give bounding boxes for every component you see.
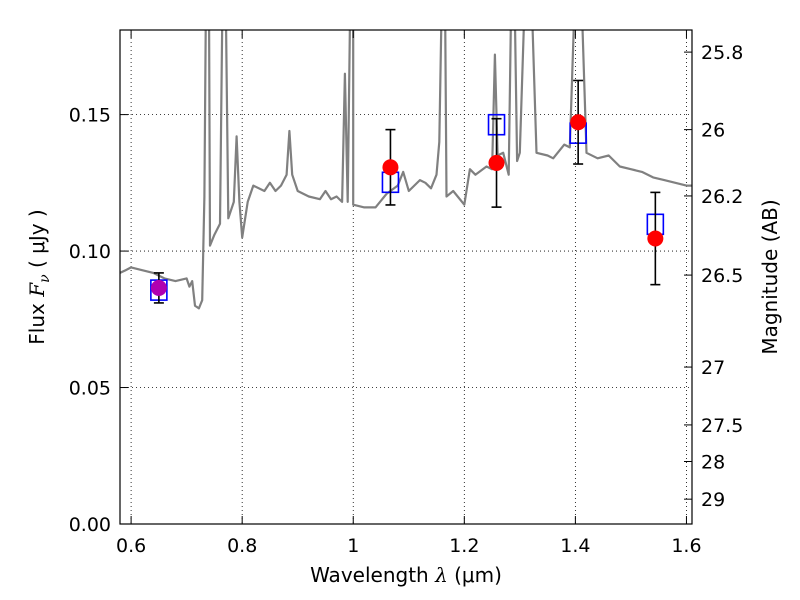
x-tick-label: 1.4 xyxy=(560,535,590,557)
y2-tick-label: 25.8 xyxy=(701,42,743,64)
y2-axis-title: Magnitude (AB) xyxy=(758,199,782,354)
observed-photometry-point xyxy=(382,159,399,176)
axis-ticks: 0.6 0.8 1 1.2 1.4 1.6 0.00 0.05 0.10 0.15 25.8 26 26… xyxy=(69,30,743,557)
observed-photometry-point xyxy=(488,154,505,171)
spectrum-line xyxy=(120,30,692,310)
observed-photometry-point xyxy=(150,279,167,296)
spectrum-series xyxy=(120,30,692,310)
x-tick-label: 1 xyxy=(347,535,359,557)
y2-tick-label: 29 xyxy=(701,489,725,511)
observed-photometry-point xyxy=(570,114,587,131)
y-tick-label: 0.15 xyxy=(69,105,111,127)
y2-tick-label: 27.5 xyxy=(701,415,743,437)
y-tick-label: 0.00 xyxy=(69,514,111,536)
y-tick-label: 0.05 xyxy=(69,378,111,400)
observed-photometry-point xyxy=(647,230,664,247)
y2-tick-label: 27 xyxy=(701,357,725,379)
x-tick-label: 1.2 xyxy=(449,535,479,557)
y2-tick-label: 26.2 xyxy=(701,186,743,208)
x-tick-label: 1.6 xyxy=(671,535,701,557)
x-tick-label: 0.8 xyxy=(227,535,257,557)
y2-tick-label: 28 xyxy=(701,451,725,473)
y2-tick-label: 26.5 xyxy=(701,265,743,287)
y2-tick-label: 26 xyxy=(701,120,725,142)
photometry-markers xyxy=(150,79,665,304)
x-axis-title: Wavelength λ (μm) xyxy=(310,563,502,587)
y-axis-title: Flux Fν ( μJy ) xyxy=(25,209,53,344)
y-tick-label: 0.10 xyxy=(69,241,111,263)
plot-frame xyxy=(119,29,693,525)
x-tick-label: 0.6 xyxy=(116,535,146,557)
